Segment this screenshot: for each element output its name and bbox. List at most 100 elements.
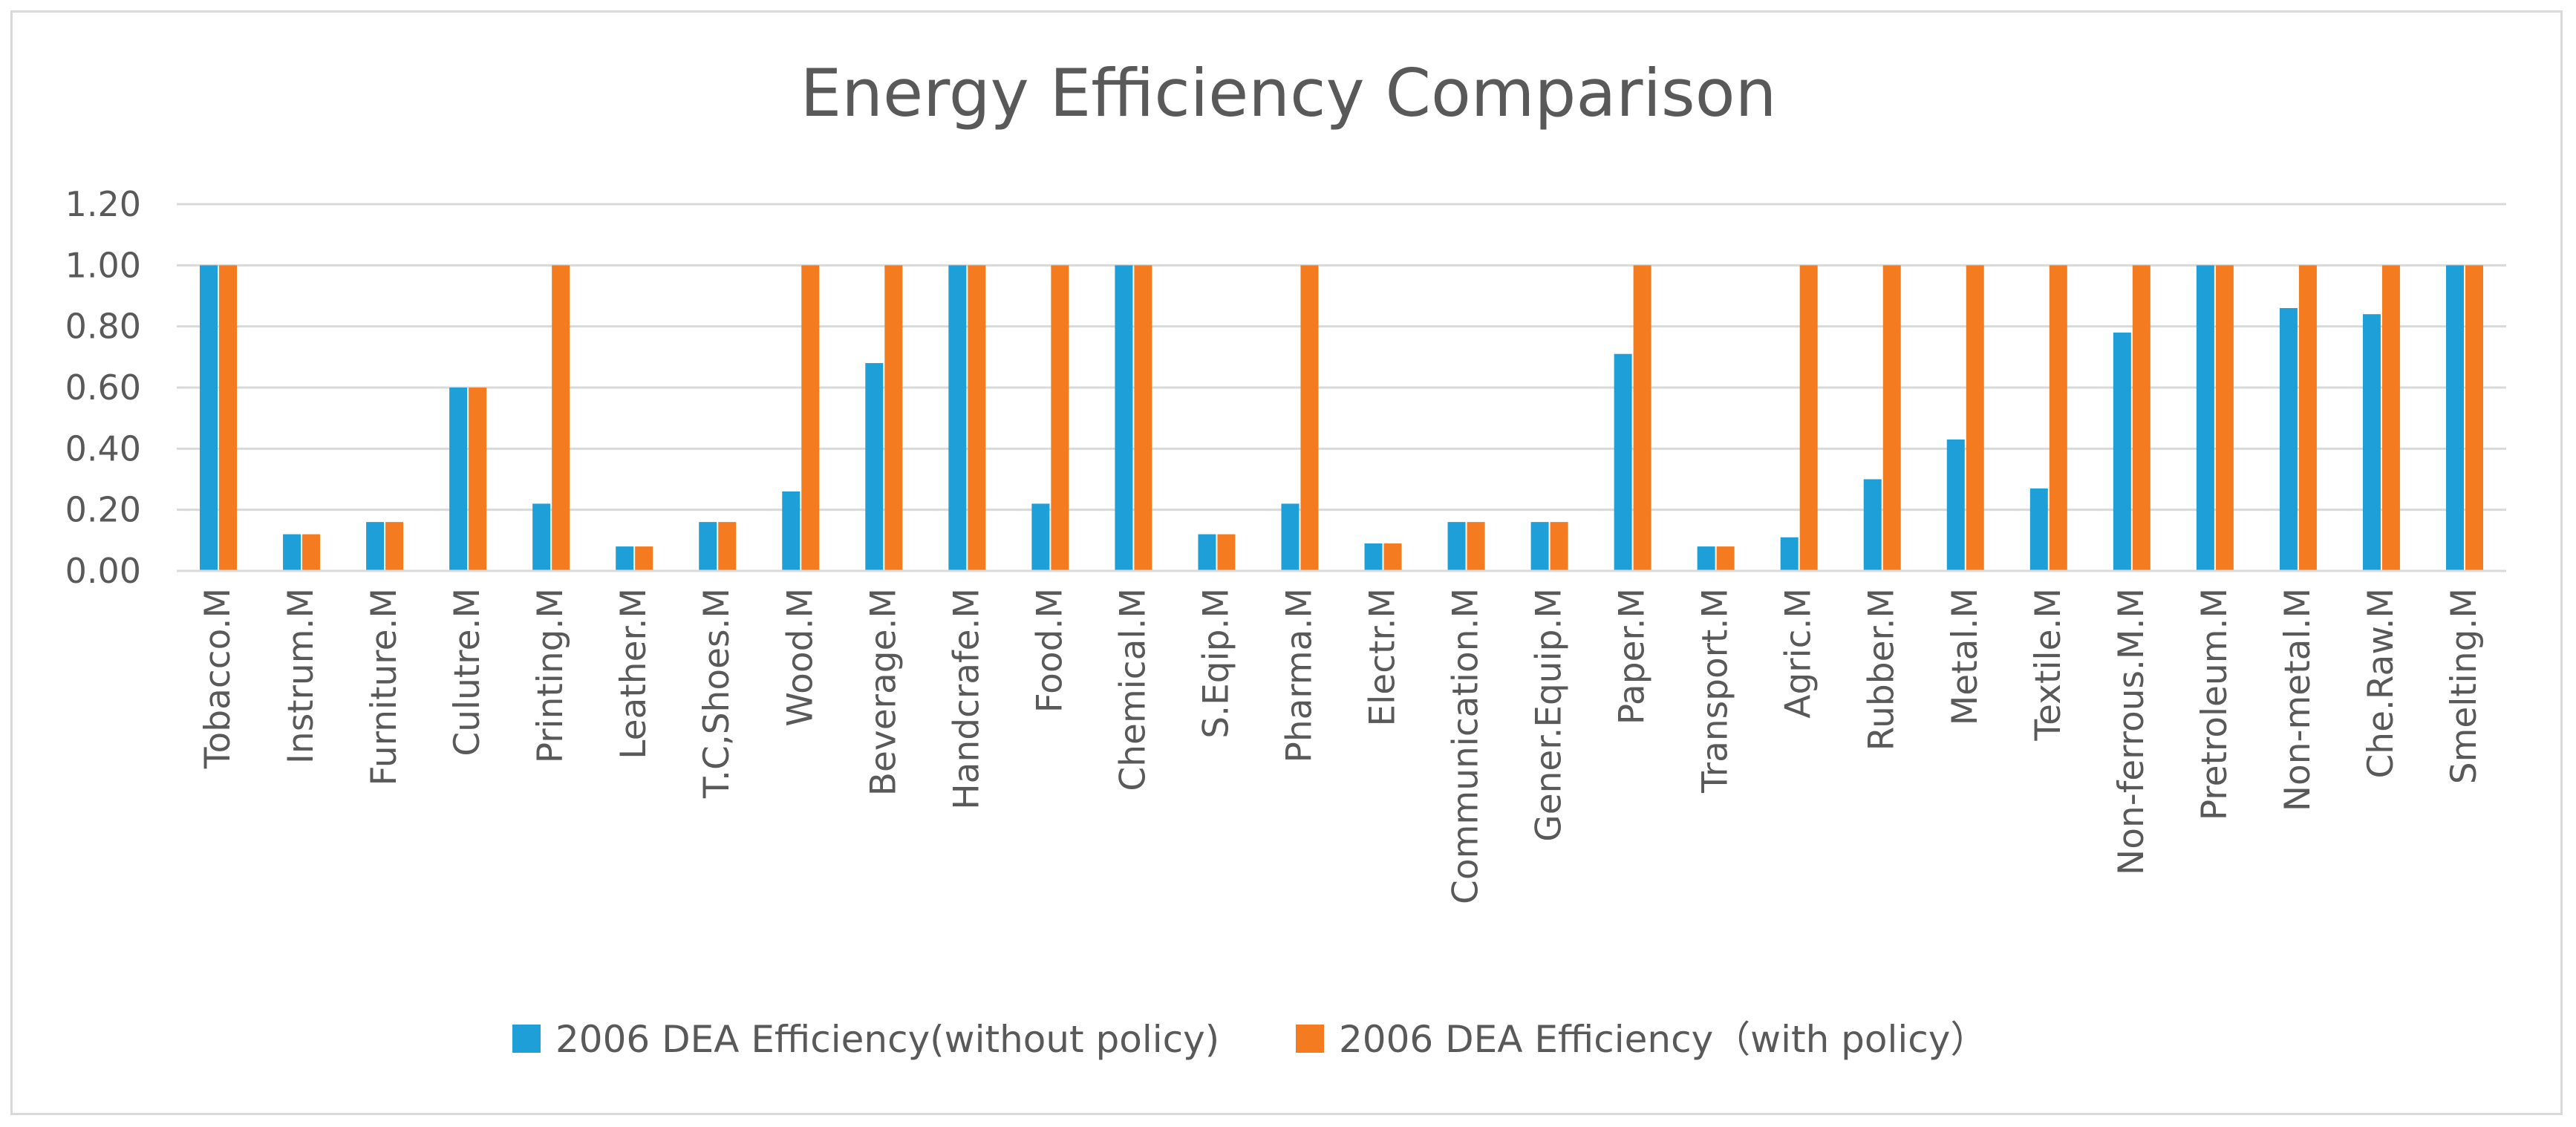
x-category-label: Tobacco.M (198, 588, 238, 769)
x-category-label: Paper.M (1612, 588, 1653, 725)
bar-without-policy (2113, 332, 2131, 571)
legend-swatch-with-policy (1296, 1025, 1324, 1053)
x-category-label: Transport.M (1695, 588, 1736, 794)
bar-without-policy (2196, 265, 2214, 571)
bar-without-policy (1697, 546, 1715, 571)
bar-with-policy (469, 388, 487, 571)
bar-with-policy (1966, 265, 1984, 571)
x-category-label: Culutre.M (447, 588, 488, 757)
bar-with-policy (2298, 265, 2317, 571)
x-category-label: Communication.M (1446, 588, 1487, 904)
bar-with-policy (1383, 543, 1402, 571)
x-category-label: Beverage.M (863, 588, 904, 796)
bar-with-policy (635, 546, 653, 571)
bar-without-policy (1447, 522, 1466, 571)
bar-without-policy (2279, 307, 2298, 571)
legend-swatch-without-policy (512, 1025, 541, 1053)
bar-without-policy (616, 546, 634, 571)
bar-without-policy (1115, 265, 1133, 571)
legend: 2006 DEA Efficiency(without policy) 2006 … (512, 1018, 1987, 1061)
y-tick-label: 0.60 (65, 368, 141, 408)
bar-with-policy (2465, 265, 2483, 571)
bar-without-policy (1863, 479, 1882, 571)
bar-without-policy (449, 388, 468, 571)
x-category-label: Instrum.M (281, 588, 322, 764)
x-category-label: Furniture.M (364, 588, 405, 786)
bar-with-policy (968, 265, 986, 571)
y-tick-label: 1.00 (65, 245, 141, 285)
x-category-label: Chemical.M (1112, 588, 1153, 791)
bar-with-policy (718, 522, 737, 571)
x-axis-categories: Tobacco.M Instrum.M Furniture.M Culutre.M Pr… (198, 588, 2485, 904)
x-category-label: Non-metal.M (2277, 588, 2318, 811)
bar-without-policy (1364, 543, 1383, 571)
bar-with-policy (1799, 265, 1818, 571)
x-category-label: Metal.M (1945, 588, 1986, 725)
chart-title: Energy Efficiency Comparison (800, 55, 1777, 131)
bar-without-policy (2362, 314, 2381, 571)
x-category-label: Textile.M (2028, 588, 2069, 742)
x-category-label: Non-ferrous.M.M (2111, 588, 2152, 875)
bar-with-policy (1134, 265, 1152, 571)
bar-with-policy (219, 265, 238, 571)
bar-without-policy (1281, 503, 1300, 571)
bar-without-policy (200, 265, 218, 571)
y-tick-label: 0.40 (65, 428, 141, 468)
bar-without-policy (1031, 503, 1050, 571)
bar-without-policy (1198, 534, 1216, 571)
bar-with-policy (302, 534, 321, 571)
x-category-label: Pretroleum.M (2194, 588, 2235, 820)
bar-without-policy (2445, 265, 2464, 571)
x-category-label: Electr.M (1363, 588, 1403, 726)
x-category-label: T.C,Shoes.M (697, 588, 737, 799)
y-tick-label: 0.00 (65, 551, 141, 591)
bar-with-policy (2132, 265, 2151, 571)
bar-without-policy (1614, 353, 1632, 571)
bar-with-policy (1550, 522, 1568, 571)
bar-with-policy (801, 265, 820, 571)
y-tick-label: 0.80 (65, 307, 141, 347)
x-category-label: Printing.M (530, 588, 571, 763)
y-tick-label: 0.20 (65, 490, 141, 530)
bar-without-policy (283, 534, 301, 571)
x-category-label: Rubber.M (1862, 588, 1902, 751)
bar-without-policy (948, 265, 967, 571)
x-category-label: Food.M (1029, 588, 1070, 713)
bar-without-policy (1530, 522, 1549, 571)
bar-with-policy (552, 265, 570, 571)
x-category-label: Agric.M (1778, 588, 1819, 719)
y-axis-ticks: 0.00 0.20 0.40 0.60 0.80 1.00 1.20 (65, 184, 141, 591)
bar-without-policy (782, 491, 800, 571)
bar-with-policy (1217, 534, 1236, 571)
x-category-label: Handcrafe.M (946, 588, 987, 810)
legend-label-without-policy: 2006 DEA Efficiency(without policy) (555, 1018, 1219, 1061)
bar-without-policy (1780, 537, 1799, 571)
bar-without-policy (366, 522, 385, 571)
bar-without-policy (699, 522, 717, 571)
bar-with-policy (2215, 265, 2234, 571)
x-category-label: Leather.M (613, 588, 654, 760)
x-category-label: Smelting.M (2444, 588, 2485, 784)
x-category-label: Pharma.M (1279, 588, 1320, 763)
bar-with-policy (385, 522, 404, 571)
y-tick-label: 1.20 (65, 184, 141, 224)
bar-with-policy (1300, 265, 1319, 571)
bar-without-policy (532, 503, 551, 571)
bar-with-policy (1467, 522, 1485, 571)
gridlines (177, 203, 2506, 512)
bar-with-policy (1633, 265, 1651, 571)
x-category-label: Wood.M (780, 588, 821, 727)
x-category-label: S.Eqip.M (1196, 588, 1236, 739)
bar-without-policy (2029, 488, 2048, 571)
bar-without-policy (1946, 439, 1965, 571)
bar-with-policy (1051, 265, 1069, 571)
bars (200, 265, 2483, 571)
bar-with-policy (2381, 265, 2400, 571)
legend-label-with-policy: 2006 DEA Efficiency（with policy） (1339, 1018, 1987, 1061)
bar-with-policy (884, 265, 903, 571)
x-category-label: Gener.Equip.M (1529, 588, 1570, 842)
bar-without-policy (865, 363, 884, 571)
bar-with-policy (1882, 265, 1901, 571)
bar-with-policy (1716, 546, 1735, 571)
